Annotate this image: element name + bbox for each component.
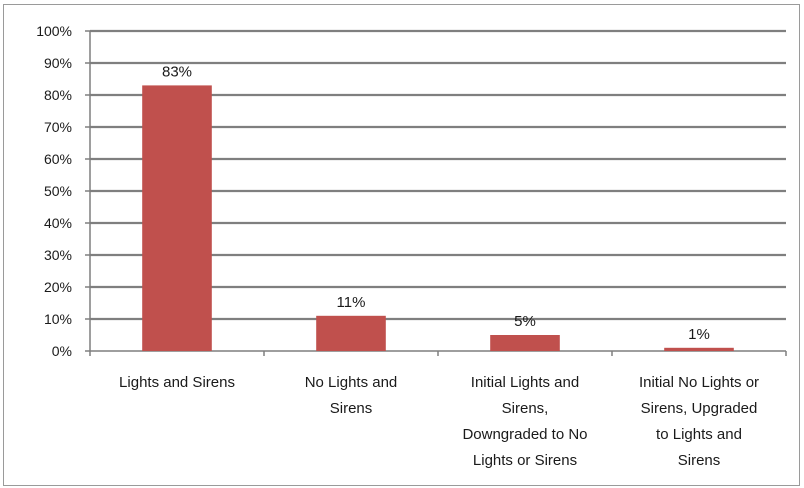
data-label: 83% bbox=[162, 63, 192, 80]
y-tick-label: 60% bbox=[44, 151, 72, 167]
data-label: 1% bbox=[688, 326, 710, 343]
x-tick-label: to Lights and bbox=[656, 426, 742, 443]
y-tick-label: 40% bbox=[44, 215, 72, 231]
data-label: 5% bbox=[514, 313, 536, 330]
y-tick-label: 20% bbox=[44, 279, 72, 295]
data-label: 11% bbox=[337, 294, 366, 311]
x-tick-label: Sirens bbox=[330, 400, 373, 417]
y-tick-label: 100% bbox=[36, 23, 72, 39]
x-tick-label: Lights or Sirens bbox=[473, 452, 577, 469]
y-tick-label: 30% bbox=[44, 247, 72, 263]
x-tick-label: Sirens bbox=[678, 452, 721, 469]
x-tick-label: No Lights and bbox=[305, 374, 398, 391]
x-tick-label: Sirens, bbox=[502, 400, 549, 417]
x-tick-label: Initial Lights and bbox=[471, 374, 579, 391]
y-tick-label: 10% bbox=[44, 311, 72, 327]
x-tick-label: Downgraded to No bbox=[462, 426, 587, 443]
x-tick-label: Lights and Sirens bbox=[119, 374, 235, 391]
y-tick-label: 90% bbox=[44, 55, 72, 71]
bar bbox=[490, 335, 560, 351]
y-tick-label: 70% bbox=[44, 119, 72, 135]
x-tick-label: Initial No Lights or bbox=[639, 374, 759, 391]
y-tick-label: 0% bbox=[52, 343, 72, 359]
y-tick-label: 50% bbox=[44, 183, 72, 199]
chart-frame bbox=[3, 4, 800, 486]
y-tick-label: 80% bbox=[44, 87, 72, 103]
bar bbox=[142, 85, 212, 352]
bar bbox=[316, 315, 386, 351]
x-tick-label: Sirens, Upgraded bbox=[641, 400, 758, 417]
bar bbox=[664, 347, 734, 351]
